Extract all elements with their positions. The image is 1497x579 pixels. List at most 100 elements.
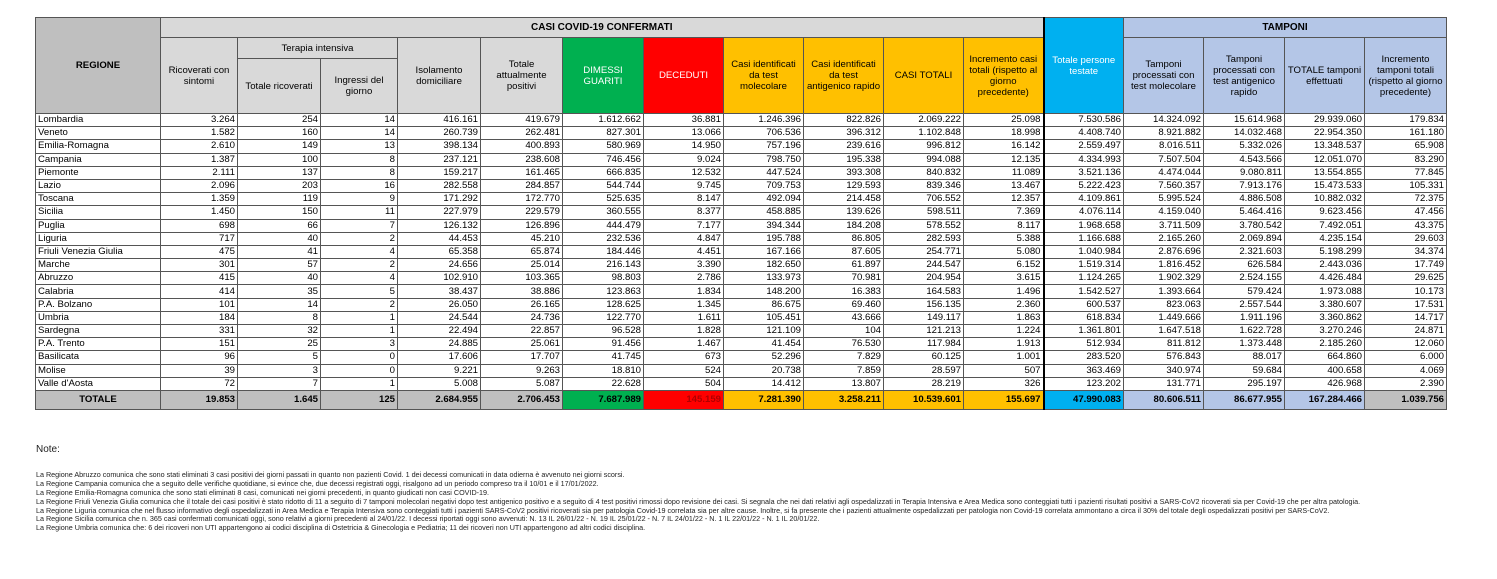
value-cell: 580.969 <box>562 139 644 154</box>
value-cell: 363.469 <box>1042 363 1124 378</box>
total-row: TOTALE 19.853 1.645 125 2.684.955 2.706.453 7.… <box>35 389 1447 410</box>
value-cell: 19.853 <box>160 389 238 410</box>
value-cell: 492.094 <box>723 192 804 207</box>
value-cell: 195.338 <box>803 152 884 167</box>
table-row: Friuli Venezia Giulia 475 41 4 65.358 65.874 1… <box>35 244 1447 260</box>
value-cell: 121.213 <box>883 323 964 339</box>
value-cell: 60.125 <box>883 350 964 365</box>
value-cell: 66 <box>237 218 321 233</box>
value-cell: 706.552 <box>883 192 964 207</box>
value-cell: 9 <box>320 192 398 207</box>
table-row: Liguria 717 40 2 44.453 45.210 232.536 4.847 195… <box>35 231 1447 246</box>
table-row: Emilia-Romagna 2.610 149 13 398.134 400.893 58… <box>35 139 1447 154</box>
value-cell: 129.593 <box>803 178 884 194</box>
value-cell: 1.611 <box>643 310 724 326</box>
value-cell: 2.559.497 <box>1042 139 1124 154</box>
value-cell: 840.832 <box>883 165 964 180</box>
value-cell: 7.177 <box>643 218 724 233</box>
value-cell: 600.537 <box>1042 297 1124 312</box>
value-cell: 14 <box>320 112 398 128</box>
region-cell: Abruzzo <box>35 271 161 286</box>
value-cell: 184.208 <box>803 218 884 233</box>
value-cell: 123.202 <box>1042 376 1124 391</box>
value-cell: 3.258.211 <box>803 389 884 410</box>
table-row: Lombardia 3.264 254 14 416.161 419.679 1.612.6… <box>35 112 1447 128</box>
value-cell: 13.554.855 <box>1284 165 1365 180</box>
value-cell: 105.451 <box>723 310 804 326</box>
value-cell: 4.235.154 <box>1284 231 1365 246</box>
value-cell: 29.939.060 <box>1284 112 1365 128</box>
value-cell: 2.786 <box>643 271 724 286</box>
value-cell: 104 <box>803 323 884 339</box>
value-cell: 2.165.260 <box>1123 231 1204 246</box>
value-cell: 1.467 <box>643 337 724 352</box>
value-cell: 11 <box>320 205 398 220</box>
value-cell: 91.456 <box>562 337 644 352</box>
value-cell: 3.615 <box>963 271 1044 286</box>
region-cell: Lazio <box>35 178 161 194</box>
table-row: Piemonte 2.111 137 8 159.217 161.465 666.835 12… <box>35 165 1447 180</box>
header-incremento-tamponi: Incremento tamponi totali (rispetto al g… <box>1364 37 1447 114</box>
value-cell: 15.614.968 <box>1203 112 1285 128</box>
table-row: Umbria 184 8 1 24.544 24.736 122.770 1.611 105.4… <box>35 310 1447 326</box>
value-cell: 149.117 <box>883 310 964 326</box>
value-cell: 4 <box>320 271 398 286</box>
note-item: La Regione Friuli Venezia Giulia comunic… <box>36 496 1361 506</box>
value-cell: 3.521.136 <box>1042 165 1124 180</box>
value-cell: 34.374 <box>1364 244 1447 260</box>
value-cell: 1 <box>320 310 398 326</box>
notes-section: Note: La Regione Abruzzo comunica che so… <box>36 445 1446 533</box>
value-cell: 214.458 <box>803 192 884 207</box>
value-cell: 823.063 <box>1123 297 1204 312</box>
table-row: Veneto 1.582 160 14 260.739 262.481 827.301 13.… <box>35 126 1447 141</box>
value-cell: 1.001 <box>963 350 1044 365</box>
value-cell: 3.390 <box>643 258 724 273</box>
value-cell: 2.706.453 <box>480 389 563 410</box>
value-cell: 28.597 <box>883 363 964 378</box>
value-cell: 80.606.511 <box>1123 389 1204 410</box>
value-cell: 6.152 <box>963 258 1044 273</box>
value-cell: 7.829 <box>803 350 884 365</box>
value-cell: 507 <box>963 363 1044 378</box>
region-cell: Calabria <box>35 284 161 299</box>
value-cell: 52.296 <box>723 350 804 365</box>
value-cell: 2 <box>320 297 398 312</box>
value-cell: 626.584 <box>1203 258 1285 273</box>
table-row: Molise 39 3 0 9.221 9.263 18.810 524 20.738 7.859… <box>35 363 1447 378</box>
value-cell: 77.845 <box>1364 165 1447 180</box>
value-cell: 1.645 <box>237 389 321 410</box>
value-cell: 1.973.088 <box>1284 284 1365 299</box>
value-cell: 8 <box>320 152 398 167</box>
value-cell: 98.803 <box>562 271 644 286</box>
value-cell: 811.812 <box>1123 337 1204 352</box>
value-cell: 5.464.416 <box>1203 205 1285 220</box>
value-cell: 172.770 <box>480 192 563 207</box>
value-cell: 1.968.658 <box>1042 218 1124 233</box>
value-cell: 7.507.504 <box>1123 152 1204 167</box>
value-cell: 717 <box>160 231 238 246</box>
value-cell: 579.424 <box>1203 284 1285 299</box>
value-cell: 5.198.299 <box>1284 244 1365 260</box>
header-casi-antigenico: Casi identificati da test antigenico rap… <box>803 37 884 114</box>
value-cell: 5.388 <box>963 231 1044 246</box>
value-cell: 25.061 <box>480 337 563 352</box>
value-cell: 9.745 <box>643 178 724 194</box>
value-cell: 69.460 <box>803 297 884 312</box>
value-cell: 0 <box>320 350 398 365</box>
header-regione: REGIONE <box>35 17 161 114</box>
value-cell: 96.528 <box>562 323 644 339</box>
value-cell: 2.443.036 <box>1284 258 1365 273</box>
value-cell: 1.816.452 <box>1123 258 1204 273</box>
value-cell: 131.771 <box>1123 376 1204 391</box>
value-cell: 102.910 <box>397 271 481 286</box>
value-cell: 216.143 <box>562 258 644 273</box>
value-cell: 24.736 <box>480 310 563 326</box>
value-cell: 1.582 <box>160 126 238 141</box>
value-cell: 161.465 <box>480 165 563 180</box>
value-cell: 2.111 <box>160 165 238 180</box>
value-cell: 544.744 <box>562 178 644 194</box>
value-cell: 4.109.861 <box>1042 192 1124 207</box>
value-cell: 1.449.666 <box>1123 310 1204 326</box>
value-cell: 238.608 <box>480 152 563 167</box>
region-cell: Sardegna <box>35 323 161 339</box>
